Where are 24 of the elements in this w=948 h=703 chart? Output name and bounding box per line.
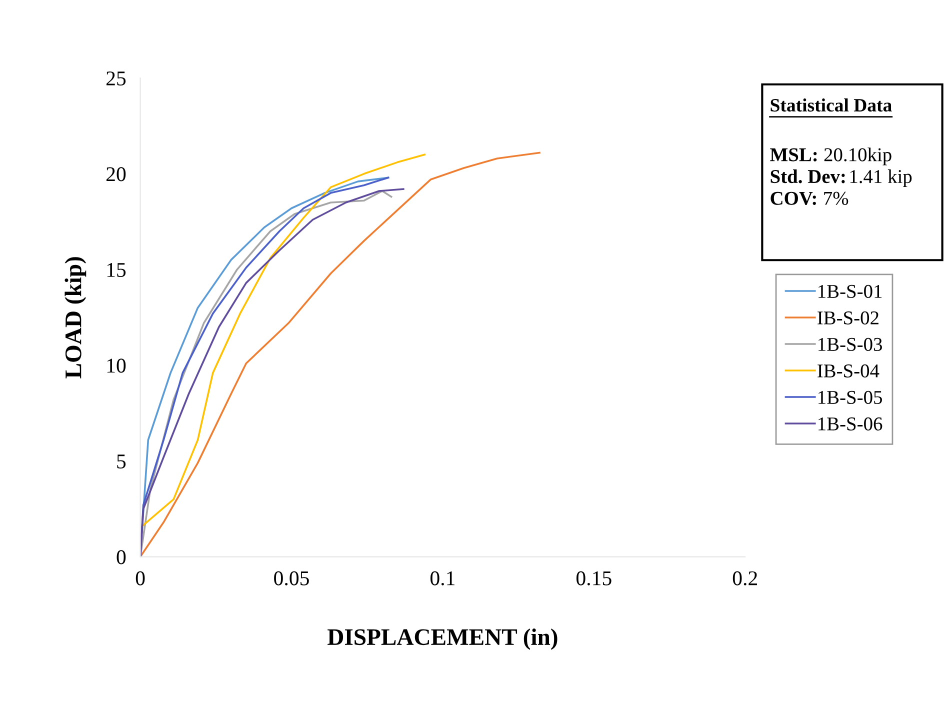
y-tick-label: 20	[106, 167, 126, 182]
x-tick-label: 0.05	[274, 571, 309, 586]
x-tick-label: 0.2	[732, 571, 757, 586]
y-tick-label: 15	[107, 263, 126, 277]
y-tick-label: 25	[106, 71, 126, 86]
legend-label: 1B-S-03	[818, 338, 882, 351]
text: MSL: 20.10kip	[770, 148, 892, 166]
legend-label: IB-S-04	[818, 364, 880, 378]
text: Statistical Data	[770, 98, 892, 112]
legend-label: IB-S-02	[818, 311, 878, 324]
y-tick-label: 10	[107, 358, 126, 373]
x-tick-label: 0.1	[430, 571, 454, 586]
y-tick-label: 0	[116, 550, 126, 564]
x-tick-label: 0	[136, 571, 145, 586]
text: Std. Dev:1.41 kip	[770, 169, 912, 188]
y-tick-label: 5	[117, 454, 126, 468]
legend-label: 1B-S-01	[818, 284, 882, 298]
line-series	[140, 152, 540, 557]
y-axis-title: LOAD (kip)	[64, 257, 86, 378]
legend-label: 1B-S-05	[818, 390, 882, 404]
x-tick-label: 0.15	[576, 571, 612, 586]
x-axis-title: DISPLACEMENT (in)	[328, 628, 558, 650]
legend-label: 1B-S-06	[818, 417, 882, 430]
text: COV: 7%	[770, 192, 848, 206]
